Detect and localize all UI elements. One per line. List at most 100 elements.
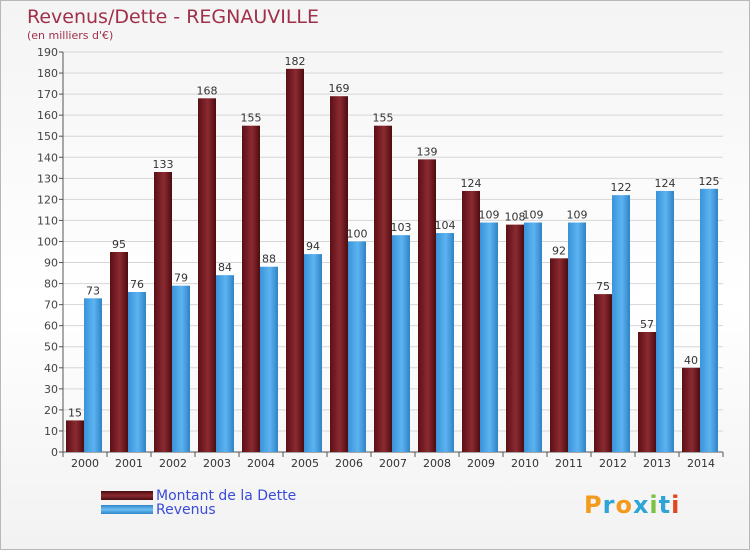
bar-dette <box>418 159 436 453</box>
bar-revenus <box>524 222 542 452</box>
x-tick-label: 2013 <box>643 457 671 470</box>
data-label-revenus: 109 <box>523 209 544 222</box>
y-tick-label: 70 <box>44 299 58 312</box>
legend-swatch-revenus <box>101 505 153 514</box>
bar-revenus <box>348 241 366 452</box>
y-tick-label: 190 <box>37 46 58 59</box>
legend-label-dette: Montant de la Dette <box>156 488 297 504</box>
data-label-dette: 40 <box>684 354 698 367</box>
logo-letter: r <box>602 491 616 519</box>
x-tick-label: 2003 <box>203 457 231 470</box>
bar-revenus <box>480 222 498 452</box>
y-tick-label: 40 <box>44 362 58 375</box>
y-tick-label: 0 <box>51 446 58 459</box>
y-tick-label: 30 <box>44 383 58 396</box>
x-tick-label: 2009 <box>467 457 495 470</box>
x-tick-label: 2012 <box>599 457 627 470</box>
x-tick-label: 2002 <box>159 457 187 470</box>
y-tick-label: 80 <box>44 278 58 291</box>
bar-revenus <box>656 190 674 452</box>
y-tick-label: 130 <box>37 172 58 185</box>
bar-revenus <box>436 233 454 452</box>
y-tick-label: 180 <box>37 67 58 80</box>
logo-letter: o <box>615 491 633 519</box>
legend-label-revenus: Revenus <box>156 502 216 518</box>
data-label-revenus: 109 <box>479 209 500 222</box>
legend-swatch-dette <box>101 491 153 500</box>
x-tick-label: 2000 <box>71 457 99 470</box>
data-label-dette: 169 <box>329 82 350 95</box>
data-label-revenus: 109 <box>567 209 588 222</box>
data-label-revenus: 88 <box>262 253 276 266</box>
y-tick-label: 60 <box>44 320 58 333</box>
bar-dette <box>594 294 612 452</box>
bar-revenus <box>128 292 146 452</box>
proxiti-logo: Proxiti <box>584 491 680 519</box>
bar-revenus <box>392 235 410 452</box>
y-tick-label: 110 <box>37 214 58 227</box>
bar-dette <box>550 258 568 452</box>
bar-dette <box>154 172 172 452</box>
y-tick-label: 100 <box>37 235 58 248</box>
bar-dette <box>286 68 304 452</box>
y-tick-label: 170 <box>37 88 58 101</box>
y-tick-label: 20 <box>44 404 58 417</box>
bar-dette <box>242 125 260 453</box>
bar-revenus <box>172 285 190 452</box>
chart-subtitle: (en milliers d'€) <box>27 29 114 42</box>
bar-dette <box>638 332 656 452</box>
logo-letter: P <box>584 491 603 519</box>
data-label-revenus: 100 <box>347 227 368 240</box>
bar-revenus <box>304 254 322 452</box>
bar-revenus <box>700 188 718 452</box>
logo-letter: i <box>671 491 681 519</box>
data-label-dette: 168 <box>197 84 218 97</box>
data-label-dette: 155 <box>241 112 262 125</box>
y-tick-label: 120 <box>37 193 58 206</box>
data-label-dette: 92 <box>552 244 566 257</box>
data-label-revenus: 125 <box>699 175 720 188</box>
data-label-dette: 124 <box>461 177 482 190</box>
bar-dette <box>330 96 348 453</box>
x-tick-label: 2004 <box>247 457 275 470</box>
logo-letter: i <box>649 491 659 519</box>
y-tick-label: 50 <box>44 341 58 354</box>
y-tick-label: 160 <box>37 109 58 122</box>
x-tick-label: 2007 <box>379 457 407 470</box>
data-label-dette: 15 <box>68 406 82 419</box>
data-label-revenus: 79 <box>174 272 188 285</box>
data-label-revenus: 76 <box>130 278 144 291</box>
data-label-revenus: 94 <box>306 240 320 253</box>
data-label-dette: 139 <box>417 145 438 158</box>
bar-dette <box>374 125 392 453</box>
y-tick-label: 140 <box>37 151 58 164</box>
x-tick-label: 2014 <box>687 457 715 470</box>
data-label-dette: 182 <box>285 55 306 68</box>
data-label-dette: 108 <box>505 211 526 224</box>
data-label-dette: 75 <box>596 280 610 293</box>
x-tick-label: 2005 <box>291 457 319 470</box>
bar-revenus <box>84 298 102 452</box>
logo-letter: t <box>658 491 672 519</box>
data-label-revenus: 104 <box>435 219 456 232</box>
x-tick-label: 2011 <box>555 457 583 470</box>
data-label-dette: 95 <box>112 238 126 251</box>
data-label-dette: 133 <box>153 158 174 171</box>
data-label-dette: 57 <box>640 318 654 331</box>
bar-revenus <box>612 195 630 452</box>
bar-revenus <box>568 222 586 452</box>
x-tick-label: 2006 <box>335 457 363 470</box>
data-label-revenus: 73 <box>86 284 100 297</box>
y-tick-label: 150 <box>37 130 58 143</box>
bar-dette <box>66 420 84 452</box>
bar-dette <box>682 367 700 452</box>
data-label-revenus: 122 <box>611 181 632 194</box>
x-tick-label: 2010 <box>511 457 539 470</box>
x-tick-label: 2001 <box>115 457 143 470</box>
data-label-revenus: 103 <box>391 221 412 234</box>
bar-dette <box>198 98 216 452</box>
chart-title: Revenus/Dette - REGNAUVILLE <box>27 6 320 28</box>
data-label-revenus: 124 <box>655 177 676 190</box>
